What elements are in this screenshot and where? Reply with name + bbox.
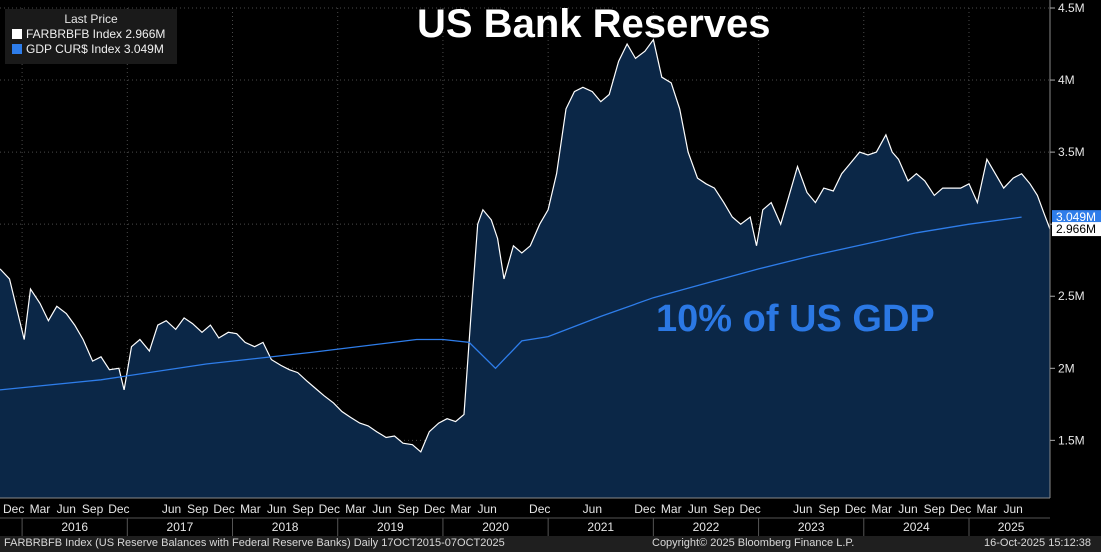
x-month-label: Sep — [292, 502, 314, 516]
x-month-label: Mar — [661, 502, 682, 516]
x-month-label: Dec — [3, 502, 24, 516]
y-tick-label: 2.5M — [1058, 289, 1085, 303]
footer-timestamp: 16-Oct-2025 15:12:38 — [984, 537, 1092, 549]
x-month-label: Jun — [898, 502, 917, 516]
x-year-label: 2016 — [61, 520, 88, 534]
reserves-price-badge — [1052, 222, 1101, 237]
chart-canvas: 1.5M2M2.5M3M3.5M4M4.5M3.049M2.966MDecMar… — [0, 0, 1101, 536]
x-month-label: Dec — [319, 502, 340, 516]
x-month-label: Dec — [634, 502, 655, 516]
footer: FARBRBFB Index (US Reserve Balances with… — [0, 536, 1101, 552]
x-month-label: Dec — [950, 502, 971, 516]
x-month-label: Dec — [529, 502, 550, 516]
x-month-label: Sep — [924, 502, 946, 516]
x-year-label: 2025 — [998, 520, 1025, 534]
x-month-label: Mar — [450, 502, 471, 516]
legend-item-gdp: GDP CUR$ Index 3.049M — [12, 42, 177, 56]
legend-swatch-gdp — [12, 44, 22, 54]
x-month-label: Sep — [398, 502, 420, 516]
x-month-label: Jun — [372, 502, 391, 516]
x-year-label: 2018 — [272, 520, 299, 534]
y-tick-label: 4M — [1058, 73, 1075, 87]
footer-copyright: Copyright© 2025 Bloomberg Finance L.P. — [652, 537, 855, 549]
x-month-label: Dec — [108, 502, 129, 516]
x-month-label: Mar — [240, 502, 261, 516]
x-month-label: Jun — [688, 502, 707, 516]
gdp-annotation: 10% of US GDP — [656, 298, 935, 340]
x-month-label: Mar — [345, 502, 366, 516]
footer-description: FARBRBFB Index (US Reserve Balances with… — [4, 537, 505, 549]
x-month-label: Dec — [213, 502, 234, 516]
y-tick-label: 2M — [1058, 361, 1075, 375]
x-month-label: Mar — [30, 502, 51, 516]
x-year-label: 2019 — [377, 520, 404, 534]
x-month-label: Sep — [187, 502, 209, 516]
x-year-label: 2021 — [587, 520, 614, 534]
x-month-label: Jun — [57, 502, 76, 516]
reserves-line — [0, 38, 1051, 453]
x-month-label: Dec — [424, 502, 445, 516]
x-month-label: Dec — [845, 502, 866, 516]
gdp-line — [0, 216, 1022, 391]
x-month-label: Jun — [267, 502, 286, 516]
x-month-label: Jun — [1003, 502, 1022, 516]
y-tick-label: 1.5M — [1058, 433, 1085, 447]
legend-item-reserves: FARBRBFB Index 2.966M — [12, 27, 177, 41]
x-month-label: Mar — [871, 502, 892, 516]
x-year-label: 2024 — [903, 520, 930, 534]
y-tick-label: 3.5M — [1058, 145, 1085, 159]
legend: Last Price FARBRBFB Index 2.966M GDP CUR… — [5, 9, 177, 64]
reserves-price-label: 2.966M — [1056, 222, 1096, 236]
x-year-label: 2022 — [693, 520, 720, 534]
chart-title: US Bank Reserves — [417, 2, 771, 46]
x-month-label: Jun — [583, 502, 602, 516]
legend-label-gdp: GDP CUR$ Index 3.049M — [26, 42, 164, 56]
x-month-label: Sep — [713, 502, 735, 516]
x-month-label: Mar — [977, 502, 998, 516]
legend-swatch-reserves — [12, 29, 22, 39]
gdp-price-badge — [1052, 210, 1101, 225]
x-year-label: 2023 — [798, 520, 825, 534]
legend-label-reserves: FARBRBFB Index 2.966M — [26, 27, 166, 41]
x-month-label: Jun — [477, 502, 496, 516]
x-month-label: Jun — [793, 502, 812, 516]
x-month-label: Dec — [739, 502, 760, 516]
reserves-area — [0, 39, 1050, 498]
legend-header: Last Price — [64, 12, 118, 26]
x-year-label: 2017 — [167, 520, 194, 534]
gdp-price-label: 3.049M — [1056, 210, 1096, 224]
x-month-label: Sep — [818, 502, 840, 516]
x-year-label: 2020 — [482, 520, 509, 534]
x-month-label: Sep — [82, 502, 104, 516]
y-tick-label: 4.5M — [1058, 1, 1085, 15]
x-month-label: Jun — [162, 502, 181, 516]
